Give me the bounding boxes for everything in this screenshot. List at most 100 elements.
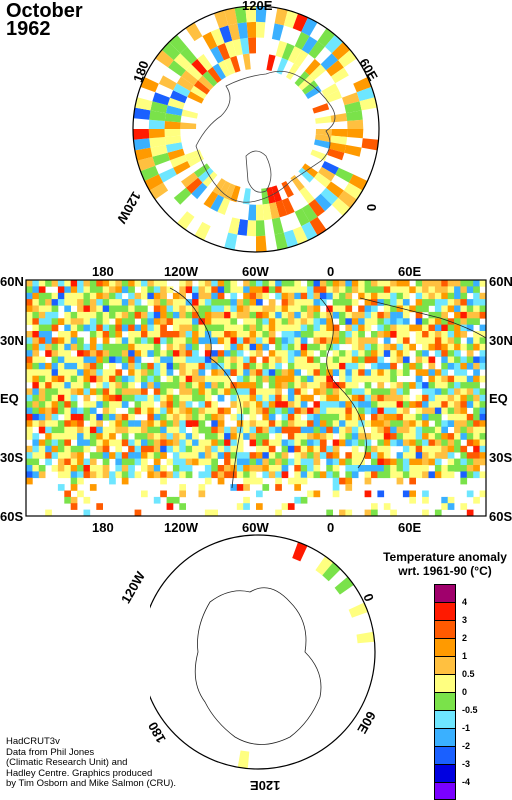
anomaly-cell [358,356,365,364]
anomaly-cell [396,280,404,287]
anomaly-cell [83,496,91,504]
anomaly-cell [409,452,416,459]
anomaly-cell [396,286,404,294]
anomaly-cell [332,362,340,370]
anomaly-cell [249,458,257,466]
anomaly-cell [390,394,397,402]
anomaly-cell [141,375,148,383]
anomaly-cell [428,471,436,479]
anomaly-cell [396,324,404,332]
anomaly-cell [115,471,123,479]
anomaly-cell [160,337,167,345]
anomaly-cell [466,311,474,319]
anomaly-cell [236,458,244,466]
anomaly-cell [38,426,46,434]
anomaly-cell [96,401,103,408]
anomaly-cell [256,401,263,408]
anomaly-cell [70,388,78,396]
anomaly-cell [339,439,346,447]
anomaly-cell [262,369,270,376]
anomaly-cell [172,362,180,370]
anomaly-cell [83,445,91,453]
anomaly-cell [428,324,436,332]
anomaly-cell [230,413,238,421]
anomaly-cell [172,324,180,332]
anomaly-cell [147,318,155,325]
anomaly-cell [141,311,148,319]
anomaly-cell [45,292,52,300]
anomaly-cell [166,318,174,325]
anomaly-cell [422,445,429,453]
anomaly-cell [77,477,84,485]
anomaly-cell [204,477,212,485]
anomaly-cell [434,394,442,402]
anomaly-cell [115,426,123,434]
anomaly-cell [26,407,33,415]
anomaly-cell [185,413,193,421]
anomaly-cell [160,299,167,306]
anomaly-cell [128,369,135,376]
anomaly-cell [134,292,142,300]
anomaly-cell [204,324,212,332]
anomaly-cell [198,337,206,345]
anomaly-cell [160,401,167,408]
anomaly-cell [211,369,218,376]
anomaly-cell [198,324,206,332]
anomaly-cell [57,452,65,459]
anomaly-cell [38,394,46,402]
anomaly-cell [243,292,250,300]
anomaly-cell [434,465,442,472]
anomaly-cell [64,331,71,338]
anomaly-cell [141,350,148,357]
anomaly-cell [300,292,308,300]
anomaly-cell [248,37,256,54]
anomaly-cell [192,311,199,319]
anomaly-cell [434,426,442,434]
anomaly-cell [51,350,59,357]
anomaly-cell [434,439,442,447]
anomaly-cell [170,90,188,104]
anomaly-cell [147,401,155,408]
anomaly-cell [102,465,110,472]
anomaly-cell [283,229,299,248]
anomaly-cell [364,407,372,415]
anomaly-cell [96,286,103,294]
anomaly-cell [415,471,423,479]
anomaly-cell [345,362,353,370]
anomaly-cell [268,318,276,325]
anomaly-cell [153,331,161,338]
anomaly-cell [466,318,474,325]
anomaly-cell [64,324,71,332]
anomaly-cell [301,221,318,241]
anomaly-cell [300,382,308,389]
anomaly-cell [217,477,225,485]
americas-coastline [169,287,243,489]
north-polar-map [132,6,380,253]
anomaly-cell [307,318,314,325]
anomaly-cell [396,420,404,427]
anomaly-cell [38,305,46,313]
anomaly-cell [153,420,161,427]
anomaly-cell [409,324,416,332]
anomaly-cell [45,331,52,338]
anomaly-cell [204,350,212,357]
anomaly-cell [377,433,385,440]
anomaly-cell [268,420,276,427]
anomaly-cell [217,362,225,370]
anomaly-cell [243,484,250,491]
anomaly-cell [409,343,416,351]
anomaly-cell [115,324,123,332]
anomaly-cell [309,64,327,81]
anomaly-cell [402,292,410,300]
anomaly-cell [249,343,257,351]
anomaly-cell [243,458,250,466]
anomaly-cell [128,420,135,427]
anomaly-cell [304,58,321,76]
anomaly-cell [256,286,263,294]
anomaly-cell [228,23,241,41]
anomaly-cell [402,490,410,498]
anomaly-cell [230,369,238,376]
anomaly-cell [121,337,129,345]
anomaly-cell [243,496,250,504]
anomaly-cell [434,286,442,294]
